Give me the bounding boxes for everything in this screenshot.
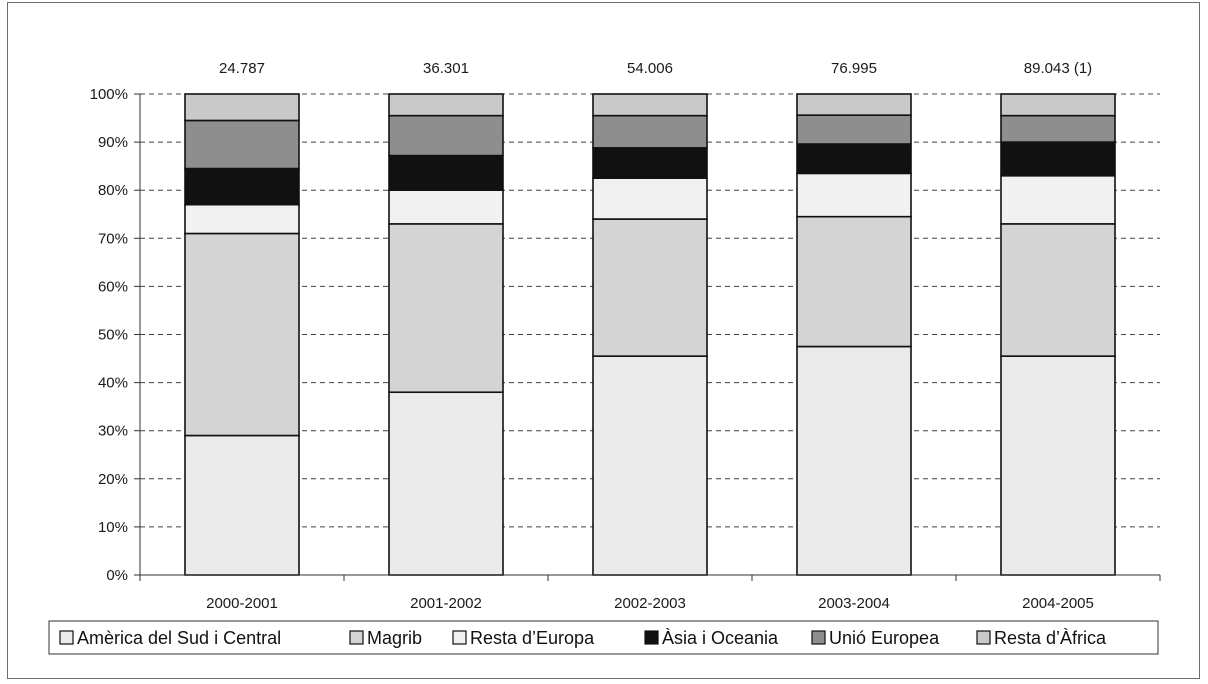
bar-segment [388,154,504,191]
bar-segment [388,189,504,225]
bar-segment [184,167,300,206]
bar-segment [796,172,912,218]
bar-total-label: 89.043 (1) [1024,60,1092,77]
bar-segment [1000,355,1116,576]
bars [184,93,1116,576]
y-tick-label: 20% [98,471,128,488]
bar-segment [592,355,708,576]
bar-total-label: 54.006 [627,60,673,77]
legend-label: Amèrica del Sud i Central [77,628,281,648]
x-tick-label: 2003-2004 [818,595,890,612]
x-tick-label: 2004-2005 [1022,595,1094,612]
bar-segment [1000,223,1116,357]
bar-segment [184,232,300,437]
bar-segment [796,345,912,576]
bar-segment [184,434,300,576]
x-tick-label: 2002-2003 [614,595,686,612]
y-tick-label: 50% [98,327,128,344]
y-tick-label: 90% [98,134,128,151]
legend-swatch [644,630,659,645]
x-tick-label: 2000-2001 [206,595,278,612]
bar-segment [1000,174,1116,225]
bar-total-label: 24.787 [219,60,265,77]
legend-label: Àsia i Oceania [662,628,779,648]
bar-segment [1000,114,1116,143]
bar-segment [1000,141,1116,177]
legend-label: Resta d’Europa [470,628,595,648]
legend-swatch [811,630,826,645]
y-tick-label: 70% [98,230,128,247]
bar-segment [592,147,708,179]
y-tick-label: 30% [98,423,128,440]
bar-segment [592,177,708,220]
bar-segment [592,218,708,357]
bar-segment [184,203,300,235]
bar-segment [796,114,912,145]
legend-swatch [349,630,364,645]
bar-total-label: 36.301 [423,60,469,77]
legend-label: Magrib [367,628,422,648]
legend-swatch [59,630,74,645]
legend-box [48,620,1159,655]
legend-label: Unió Europea [829,628,940,648]
bar-segment [1000,93,1116,117]
bar-segment [796,143,912,175]
y-tick-label: 0% [106,567,128,584]
bar-totals: 24.787 36.301 54.006 76.995 89.043 (1) [219,60,1092,77]
bar-segment [184,93,300,122]
bar-segment [592,114,708,149]
y-tick-label: 40% [98,375,128,392]
bar-segment [796,93,912,116]
legend: Amèrica del Sud i Central Magrib Resta d’E… [48,620,1159,655]
x-tick-label: 2001-2002 [410,595,482,612]
y-tick-label: 10% [98,519,128,536]
legend-swatch [976,630,991,645]
bar-segment [796,215,912,348]
y-tick-label: 80% [98,182,128,199]
gridlines [140,93,1160,528]
bar-segment [388,114,504,157]
bar-segment [388,93,504,117]
y-tick-label: 100% [90,86,128,103]
bar-segment [592,93,708,117]
legend-swatch [452,630,467,645]
bar-segment [388,391,504,576]
legend-label: Resta d’Àfrica [994,628,1107,648]
bar-total-label: 76.995 [831,60,877,77]
bar-segment [184,119,300,170]
bar-segment [388,223,504,394]
y-tick-label: 60% [98,278,128,295]
axes: 0% 10% 20% 30% 40% 50% 60% 70% 80% 90% 100% 2000-20… [90,86,1161,612]
